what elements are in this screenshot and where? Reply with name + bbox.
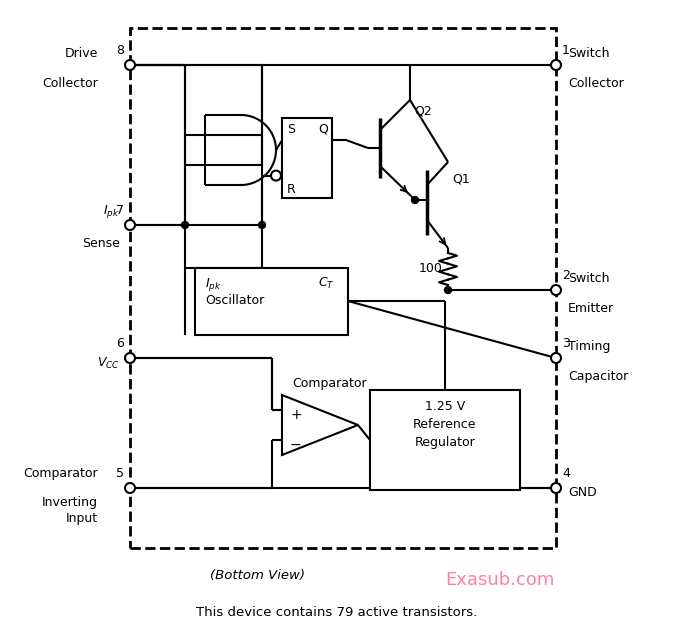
Text: Capacitor: Capacitor — [568, 370, 628, 383]
Text: Inverting: Inverting — [42, 496, 98, 509]
Bar — [130, 28, 556, 548]
Circle shape — [259, 221, 266, 228]
Circle shape — [551, 285, 561, 295]
Text: $I_{pk}$: $I_{pk}$ — [103, 203, 120, 220]
Text: −: − — [290, 438, 302, 452]
Circle shape — [551, 353, 561, 363]
Text: GND: GND — [568, 487, 596, 499]
Text: Comparator: Comparator — [292, 377, 367, 390]
Text: +: + — [290, 408, 302, 422]
Circle shape — [444, 286, 452, 293]
Text: 1.25 V: 1.25 V — [425, 400, 465, 413]
Text: 1: 1 — [562, 44, 570, 57]
Text: $V_{CC}$: $V_{CC}$ — [97, 356, 120, 371]
Text: Q: Q — [318, 123, 328, 136]
Text: 6: 6 — [116, 337, 124, 350]
Text: S: S — [287, 123, 295, 136]
Text: Comparator: Comparator — [24, 467, 98, 480]
Text: $C_T$: $C_T$ — [318, 276, 335, 291]
Text: R: R — [287, 183, 296, 196]
Text: Drive: Drive — [65, 47, 98, 60]
Circle shape — [125, 483, 135, 493]
Bar — [370, 390, 520, 490]
Bar — [282, 118, 332, 198]
Circle shape — [271, 170, 281, 181]
Text: 7: 7 — [116, 204, 124, 217]
Text: Emitter: Emitter — [568, 302, 614, 315]
Text: 8: 8 — [116, 44, 124, 57]
Text: Timing: Timing — [568, 340, 611, 353]
Circle shape — [551, 60, 561, 70]
Text: 4: 4 — [562, 467, 570, 480]
Text: Sense: Sense — [82, 237, 120, 250]
Text: Collector: Collector — [42, 77, 98, 90]
Text: Switch: Switch — [568, 272, 609, 285]
Bar — [195, 268, 348, 335]
Text: 100: 100 — [419, 263, 443, 275]
Text: Regulator: Regulator — [415, 436, 475, 449]
Text: (Bottom View): (Bottom View) — [210, 569, 305, 581]
Text: $I_{pk}$: $I_{pk}$ — [205, 276, 222, 293]
Text: Reference: Reference — [413, 418, 477, 431]
Text: This device contains 79 active transistors.: This device contains 79 active transisto… — [196, 605, 478, 618]
Circle shape — [181, 221, 189, 228]
Text: 5: 5 — [116, 467, 124, 480]
Text: Collector: Collector — [568, 77, 623, 90]
Text: Input: Input — [66, 512, 98, 525]
Circle shape — [125, 60, 135, 70]
Circle shape — [551, 483, 561, 493]
Circle shape — [412, 197, 419, 204]
Text: Exasub.com: Exasub.com — [446, 571, 555, 589]
Text: Switch: Switch — [568, 47, 609, 60]
Circle shape — [125, 353, 135, 363]
Text: Q2: Q2 — [414, 105, 432, 118]
Text: 2: 2 — [562, 269, 570, 282]
Text: Oscillator: Oscillator — [205, 294, 264, 307]
Circle shape — [125, 220, 135, 230]
Text: 3: 3 — [562, 337, 570, 350]
Text: Q1: Q1 — [452, 172, 470, 185]
